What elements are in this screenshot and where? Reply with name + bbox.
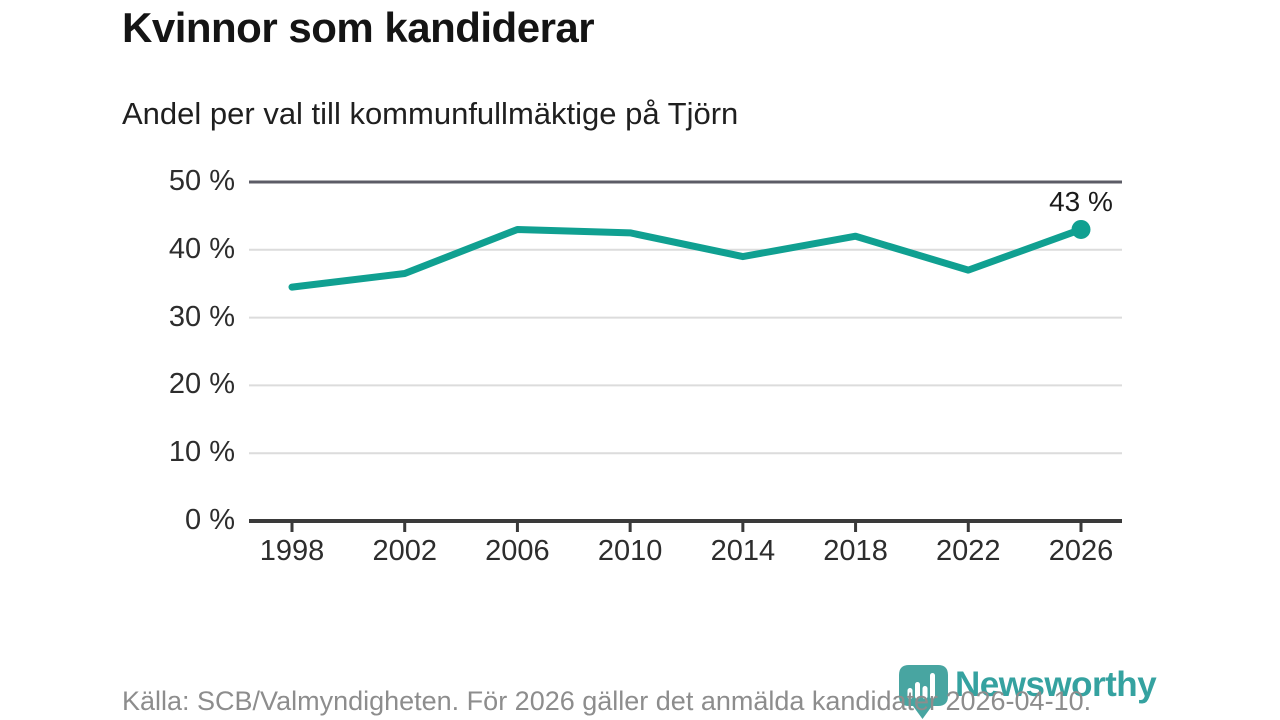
chart-title: Kvinnor som kandiderar bbox=[122, 4, 595, 51]
x-tick-label: 2026 bbox=[1048, 535, 1114, 567]
y-tick-label: 10 % bbox=[168, 436, 235, 469]
end-point-label: 43 % bbox=[1049, 186, 1113, 217]
x-tick-label: 2018 bbox=[823, 535, 888, 567]
x-tick-label: 2014 bbox=[710, 535, 776, 567]
y-tick-label: 20 % bbox=[168, 368, 235, 401]
end-point-marker bbox=[1071, 219, 1091, 239]
x-tick-label: 2022 bbox=[936, 535, 1001, 567]
x-tick-label: 2006 bbox=[485, 535, 550, 567]
newsworthy-logo-text: Newsworthy bbox=[955, 665, 1157, 704]
data-series-line bbox=[288, 225, 1085, 291]
x-tick-label: 2010 bbox=[597, 535, 663, 567]
y-tick-label: 40 % bbox=[168, 232, 235, 265]
chart-subtitle: Andel per val till kommunfullmäktige på … bbox=[122, 96, 739, 131]
source-note: Källa: SCB/Valmyndigheten. För 2026 gäll… bbox=[122, 686, 1092, 716]
y-tick-label: 30 % bbox=[168, 300, 235, 333]
x-tick-label: 2002 bbox=[372, 535, 437, 567]
newsworthy-bubble-chart-icon bbox=[899, 665, 948, 719]
y-tick-label: 50 % bbox=[168, 164, 235, 197]
y-tick-label: 0 % bbox=[185, 503, 235, 536]
newsworthy-logo: Newsworthy bbox=[898, 664, 1158, 720]
x-tick-label: 1998 bbox=[259, 535, 325, 567]
